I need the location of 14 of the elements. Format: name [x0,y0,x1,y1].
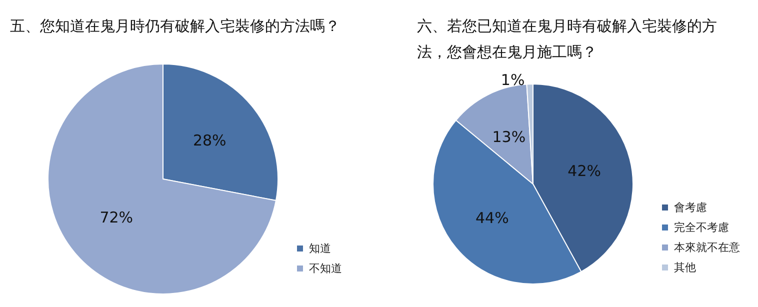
data-label: 13% [492,128,526,146]
chart-title: 五、您知道在鬼月時仍有破解入宅裝修的方法嗎？ [10,17,340,35]
legend-label: 其他 [674,261,696,274]
legend-label: 不知道 [309,262,342,275]
chart-title: 六、若您已知道在鬼月時有破解入宅裝修的方法，您會想在鬼月施工嗎？ [417,17,717,61]
data-label: 44% [475,208,509,227]
data-label: 1% [500,71,525,90]
data-label: 42% [568,162,602,180]
legend-label: 知道 [309,242,331,255]
legend-label: 完全不考慮 [674,221,729,234]
data-label: 72% [100,208,134,227]
legend-label: 會考慮 [674,201,707,214]
legend-label: 本來就不在意 [674,241,740,254]
data-label: 28% [192,131,226,150]
